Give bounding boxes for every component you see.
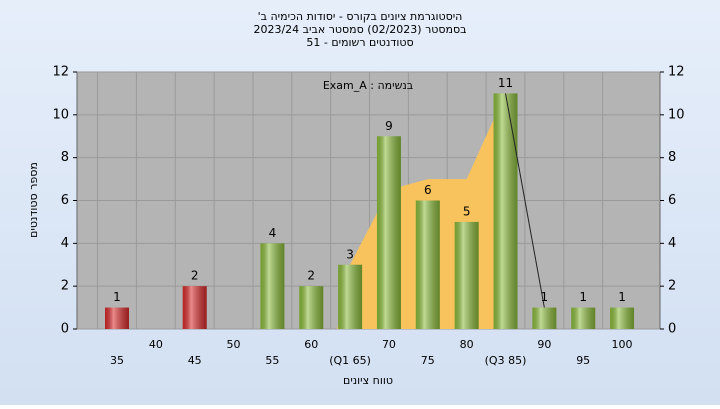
y2-tick-label: 4 [668,236,676,251]
y-tick-label: 6 [61,193,69,208]
y2-tick-label: 2 [668,279,676,294]
value-label: 6 [424,183,432,197]
x-tick-label: 45 [188,354,202,367]
bar-shine [299,286,324,329]
bar-shine [532,307,557,329]
y-tick-label: 2 [61,279,69,294]
value-label: 1 [618,290,626,304]
y-axis-label: מספר סטודנטים [27,162,40,238]
y2-tick-label: 10 [668,107,685,122]
y-tick-label: 0 [61,322,69,337]
value-label: 9 [385,119,393,133]
y2-tick-label: 8 [668,150,676,165]
x-tick-label: 60 [304,338,318,351]
bar-shine [260,243,285,329]
bar-shine [105,307,129,329]
bar-shine [338,264,363,329]
x-tick-label: 80 [460,338,474,351]
y2-tick-label: 6 [668,193,676,208]
y2-tick-label: 12 [668,65,685,80]
y-tick-label: 12 [52,65,69,80]
y-tick-label: 8 [61,150,69,165]
line [505,93,545,308]
bar-shine [454,221,479,329]
chart-title: סטודנטים רשומים - 51 [306,36,413,49]
x-tick-label: 50 [227,338,241,351]
value-label: 4 [269,226,277,240]
x-tick-label: 40 [149,338,163,351]
bar-shine [415,200,440,329]
x-tick-label: 100 [612,338,633,351]
x-tick-label: 70 [382,338,396,351]
x-tick-label: (Q3 85) [485,354,527,367]
chart-title: בסמסטר (02/2023) סמסטר אביב 2023/24 [253,23,466,36]
value-label: 1 [541,290,549,304]
bar-shine [182,286,207,329]
value-label: 11 [498,76,513,90]
value-label: 1 [579,290,587,304]
x-tick-label: (Q1 65) [329,354,371,367]
x-tick-label: 35 [110,354,124,367]
bar-shine [493,93,518,330]
value-label: 3 [346,247,354,261]
y-tick-label: 10 [52,107,69,122]
x-tick-label: 75 [421,354,435,367]
value-label: 2 [191,269,199,283]
value-label: 5 [463,204,471,218]
chart-title: היסטוגרמת ציונים בקורס - יסודות הכימיה ב… [258,10,463,23]
bar-shine [610,307,635,329]
bar-shine [571,307,596,329]
y-tick-label: 4 [61,236,69,251]
x-tick-label: 55 [265,354,279,367]
value-label: 1 [113,290,121,304]
x-axis-label: טווח ציונים [343,374,393,387]
bar-shine [376,136,401,329]
y2-tick-label: 0 [668,322,676,337]
value-label: 2 [307,269,315,283]
x-tick-label: 90 [537,338,551,351]
x-tick-label: 95 [576,354,590,367]
annotation: בנשימה : Exam_A [323,79,413,92]
